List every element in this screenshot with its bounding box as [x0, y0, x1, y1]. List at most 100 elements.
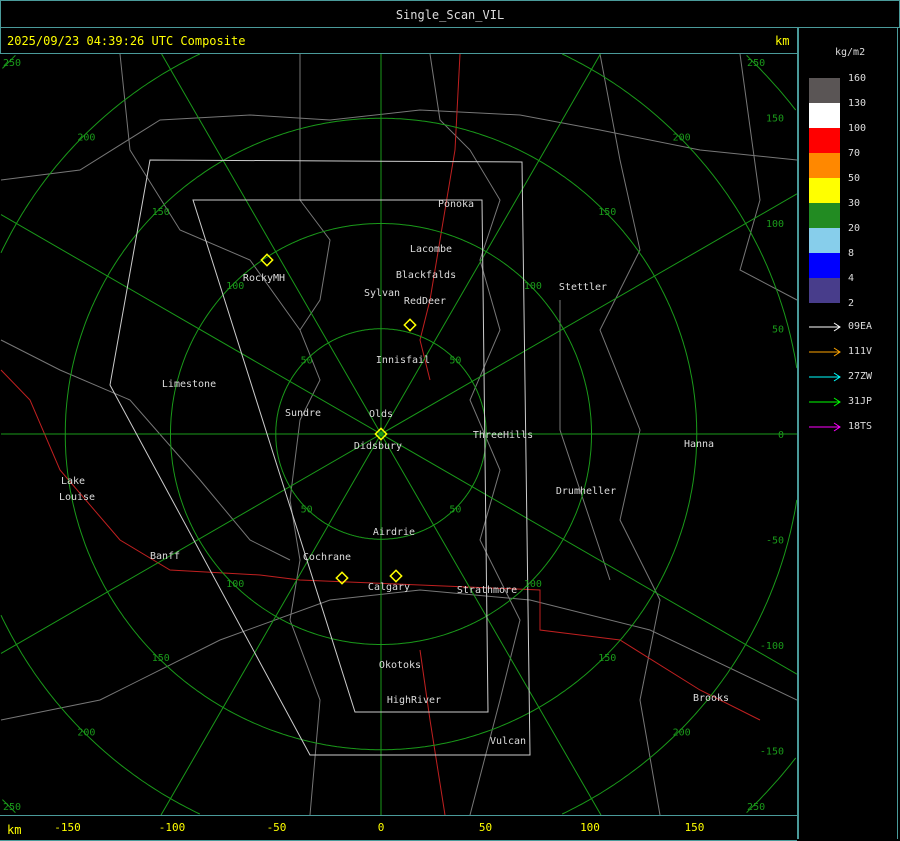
x-axis-bar — [0, 815, 797, 841]
x-tick-label: -100 — [159, 821, 186, 834]
legend-unit: kg/m2 — [835, 47, 866, 58]
y-tick-label: 50 — [772, 325, 784, 336]
county-boundary — [0, 589, 797, 721]
radar-arrow-icon — [809, 322, 841, 332]
city-label: Calgary — [368, 582, 410, 593]
city-label: Vulcan — [490, 736, 526, 747]
radar-label: 27ZW — [848, 371, 873, 382]
y-tick-label: -50 — [766, 536, 784, 547]
city-label: Okotoks — [379, 660, 421, 671]
city-label: Stettler — [559, 282, 607, 293]
county-boundary — [599, 53, 661, 816]
legend-level-label: 160 — [848, 73, 867, 84]
legend-level-label: 2 — [848, 298, 855, 309]
x-tick-label: -50 — [267, 821, 287, 834]
y-tick-label: -100 — [760, 641, 784, 652]
radar-label: 111V — [848, 346, 873, 357]
legend-swatch — [809, 78, 840, 103]
county-boundary — [289, 54, 331, 816]
city-label: Banff — [150, 551, 180, 562]
city-label: Hanna — [684, 439, 714, 450]
ring-label: 150 — [598, 207, 616, 218]
river — [419, 53, 461, 381]
ring-label: 200 — [77, 132, 95, 143]
legend-level-label: 8 — [848, 248, 855, 259]
legend-level-label: 20 — [848, 223, 861, 234]
ring-label: 200 — [673, 728, 691, 739]
county-boundary — [119, 53, 301, 331]
city-label: Olds — [369, 409, 393, 420]
legend-swatch — [809, 153, 840, 178]
timestamp: 2025/09/23 04:39:26 UTC Composite — [7, 34, 246, 48]
legend-swatch — [809, 178, 840, 203]
azimuth-line — [161, 53, 602, 816]
y-tick-label: 150 — [766, 114, 784, 125]
legend-swatch — [809, 103, 840, 128]
ring-label: 250 — [747, 58, 765, 69]
range-ring — [2, 55, 797, 813]
radar-site-icon[interactable] — [403, 318, 417, 332]
river — [419, 649, 446, 816]
legend-swatch — [809, 253, 840, 278]
ring-label: 100 — [524, 281, 542, 292]
radar-label: 18TS — [848, 421, 873, 432]
city-label: Innisfail — [376, 355, 430, 366]
radar-site-icon[interactable] — [260, 253, 274, 267]
ring-label: 100 — [524, 579, 542, 590]
legend-swatch — [809, 228, 840, 253]
x-tick-label: 0 — [378, 821, 385, 834]
azimuth-line — [0, 193, 797, 654]
radar-site-icon[interactable] — [335, 571, 349, 585]
county-boundary — [0, 339, 291, 561]
legend-swatch — [809, 128, 840, 153]
city-label: Didsbury — [354, 441, 402, 452]
ring-label: 100 — [226, 579, 244, 590]
x-tick-label: 100 — [580, 821, 600, 834]
radar-site-icon[interactable] — [389, 569, 403, 583]
radar-map[interactable]: 50 50 50 50 100 100 100 100 150 150 150 150 200 200 20… — [0, 0, 797, 840]
radar-arrow-icon — [809, 422, 841, 432]
city-label: Sylvan — [364, 288, 400, 299]
legend-swatch — [809, 203, 840, 228]
range-ring — [0, 53, 797, 815]
ring-label: 200 — [77, 728, 95, 739]
county-boundary — [0, 109, 797, 181]
city-label: Airdrie — [373, 527, 415, 538]
ring-label: 50 — [449, 504, 461, 515]
county-boundary — [429, 53, 521, 816]
legend-level-label: 50 — [848, 173, 861, 184]
city-label: Cochrane — [303, 552, 351, 563]
legend-level-label: 100 — [848, 123, 867, 134]
city-label: Brooks — [693, 693, 729, 704]
ring-label: 100 — [226, 281, 244, 292]
city-label: HighRiver — [387, 695, 441, 706]
city-label: Sundre — [285, 408, 321, 419]
legend-swatch — [809, 278, 840, 303]
domain-inner — [192, 199, 489, 713]
ring-label: 200 — [673, 132, 691, 143]
radar-site-icon[interactable] — [374, 427, 388, 441]
radar-label: 31JP — [848, 396, 873, 407]
ring-label: 150 — [152, 653, 170, 664]
ring-label: 150 — [598, 653, 616, 664]
ring-label: 250 — [3, 58, 21, 69]
city-label: RockyMH — [243, 273, 285, 284]
county-boundary — [559, 300, 611, 581]
km-label-bottom: km — [7, 823, 22, 837]
city-label: Lake — [61, 476, 85, 487]
ring-label: 250 — [3, 802, 21, 813]
x-tick-label: 50 — [479, 821, 492, 834]
y-tick-label: -150 — [760, 747, 784, 758]
ring-label: 50 — [301, 356, 313, 367]
city-label: Drumheller — [556, 486, 616, 497]
radar-label: 09EA — [848, 321, 873, 332]
city-label: Strathmore — [457, 585, 517, 596]
legend-level-label: 70 — [848, 148, 861, 159]
ring-label: 50 — [449, 356, 461, 367]
city-label: Ponoka — [438, 199, 474, 210]
radar-arrow-icon — [809, 347, 841, 357]
legend-level-label: 130 — [848, 98, 867, 109]
ring-label: 50 — [301, 504, 313, 515]
radar-arrow-icon — [809, 397, 841, 407]
